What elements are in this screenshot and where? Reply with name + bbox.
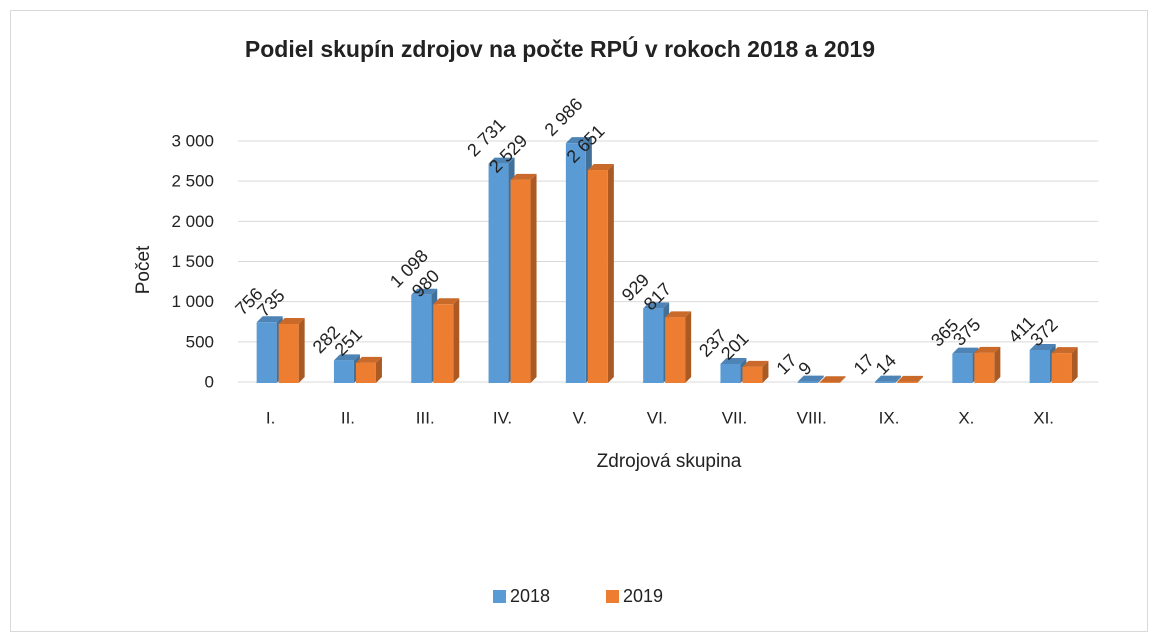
bar-side [685,311,692,383]
bar [643,308,664,383]
bar-top [510,173,537,180]
bar [720,363,741,383]
bar-side [375,356,382,383]
x-tick-label: VII. [722,408,748,427]
bar-top [278,317,305,324]
x-tick-label: IV. [493,408,512,427]
bar [974,352,995,383]
x-tick-label: VIII. [797,408,827,427]
x-tick-label: II. [341,408,355,427]
bar-top [875,375,902,382]
y-tick-label: 1 000 [171,292,214,311]
y-tick-label: 0 [205,372,214,391]
bar-side [298,317,305,383]
x-tick-label: I. [266,408,275,427]
x-tick-label: X. [958,408,974,427]
x-tick-label: IX. [879,408,900,427]
x-axis-title: Zdrojová skupina [597,451,742,472]
bar-side [917,375,924,383]
bar-side [530,173,537,383]
legend-swatch [606,590,619,603]
y-tick-label: 3 000 [171,131,214,150]
bar-side [994,346,1001,383]
bar [565,143,586,383]
y-axis-title: Počet [133,245,154,294]
x-tick-label: III. [416,408,435,427]
bar [897,381,918,383]
chart-title: Podiel skupín zdrojov na počte RPÚ v rok… [245,35,875,62]
bar [1051,353,1072,383]
bar-side [817,375,824,383]
bar [256,322,277,383]
bar-top [643,302,670,309]
bar-top [355,356,382,363]
legend-swatch [493,590,506,603]
bar-top [333,354,360,361]
bar-top [897,375,924,382]
bar-side [839,376,846,383]
bar-top [565,137,592,144]
bar [433,304,454,383]
bar [278,323,299,383]
bar-top [952,347,979,354]
bar [587,170,608,383]
bar [355,362,376,383]
bar-side [607,164,614,383]
bar-top [488,157,515,164]
bar [1029,349,1050,383]
bar-top [720,357,747,364]
bar [819,382,840,383]
bar [875,381,896,383]
bar-top [1029,343,1056,350]
y-tick-label: 1 500 [171,252,214,271]
bar [797,381,818,383]
bar-top [1051,347,1078,354]
bar-top [974,346,1001,353]
bar [411,294,432,383]
bar-side [895,375,902,383]
bar [665,317,686,383]
bar-top [819,376,846,383]
bar [742,366,763,383]
bar-side [1071,347,1078,383]
legend-label: 2018 [510,586,550,606]
bar-top [433,298,460,305]
bar [488,163,509,383]
bar-top [411,288,438,295]
bar [333,360,354,383]
bar-top [797,375,824,382]
y-tick-label: 500 [186,332,214,351]
bar-top [665,311,692,318]
x-tick-label: XI. [1033,408,1054,427]
bar-side [762,360,769,383]
bar-top [587,164,614,171]
bar [952,353,973,383]
y-tick-label: 2 000 [171,212,214,231]
y-tick-label: 2 500 [171,172,214,191]
bar [510,179,531,383]
x-tick-label: VI. [647,408,668,427]
bar-side [453,298,460,383]
x-tick-label: V. [573,408,588,427]
bar-top [256,316,283,323]
legend-label: 2019 [623,586,663,606]
bar-top [742,360,769,367]
